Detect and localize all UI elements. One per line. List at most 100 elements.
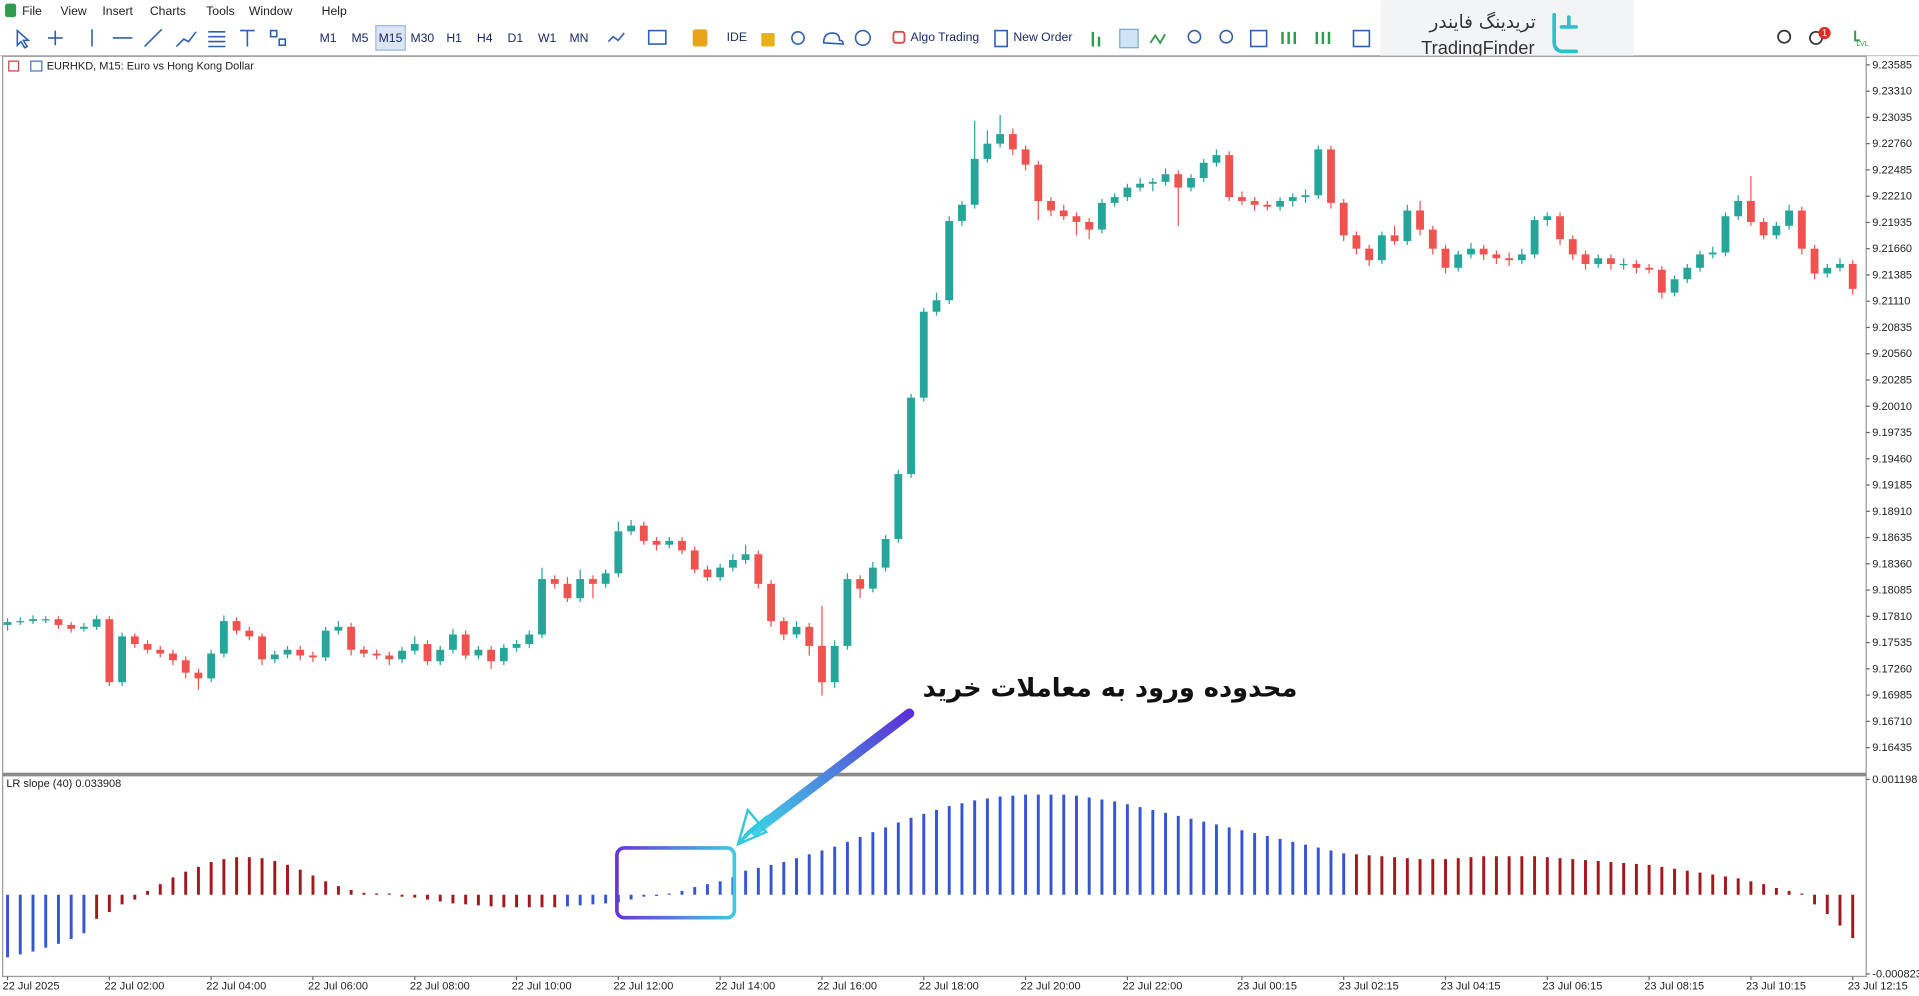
cursor-tool[interactable] (16, 28, 31, 49)
annotation-arrowhead (736, 807, 769, 847)
toolbar: 1 LVL IDE Algo Trading New Order M1 M5 M15… (16, 25, 1869, 51)
timeframe-button[interactable]: M1 (320, 31, 337, 45)
candle-body (1632, 263, 1641, 268)
candle-body (1072, 216, 1081, 222)
menu-item[interactable]: Insert (102, 4, 133, 18)
new-order-icon[interactable] (994, 29, 1009, 48)
candle-body (1747, 200, 1755, 222)
candle-body (678, 540, 686, 551)
candle-body (436, 649, 445, 662)
candle-body (767, 583, 775, 622)
channel-tool[interactable] (175, 31, 197, 48)
y-tick-label: 9.17260 (1872, 663, 1912, 675)
candle-body (983, 143, 992, 159)
algo-icon[interactable] (892, 30, 906, 44)
timeframe-button[interactable]: MN (569, 31, 588, 45)
indicator-title: LR slope (40) 0.033908 (6, 778, 121, 790)
menu-item[interactable]: Tools (206, 4, 235, 18)
vps-icon[interactable] (854, 29, 871, 47)
candle-body (1810, 248, 1819, 274)
candles-icon[interactable] (1119, 28, 1139, 49)
x-tick-label: 22 Jul 2025 (3, 981, 60, 993)
candle-body (894, 474, 903, 539)
fibo-tool[interactable] (208, 31, 226, 48)
y-tick-label: 9.21660 (1872, 243, 1912, 255)
candle-body (716, 567, 725, 578)
candle-body (1212, 155, 1221, 163)
candle-body (588, 579, 597, 584)
shapes-tool[interactable] (269, 29, 278, 38)
zoom-in[interactable] (1187, 29, 1202, 44)
timeframe-button[interactable]: W1 (538, 31, 557, 45)
candle-body (1390, 235, 1399, 242)
candle-body (741, 554, 750, 560)
level-icon (1854, 30, 1861, 42)
candle-body (245, 630, 254, 637)
candle-body (1136, 183, 1145, 188)
timeframe-button[interactable]: M30 (410, 31, 434, 45)
candle-body (1365, 248, 1374, 261)
timeframe-button[interactable]: H1 (446, 31, 462, 45)
candle-body (118, 636, 126, 683)
ide-button[interactable]: IDE (727, 30, 747, 44)
chart-frame (2, 55, 1867, 978)
candle-body (1683, 267, 1692, 280)
logo-en: TradingFinder (1421, 37, 1535, 58)
algo-trading-button[interactable]: Algo Trading (911, 30, 980, 44)
candle-body (1098, 202, 1106, 230)
timeframe-button[interactable]: M5 (351, 31, 368, 45)
line-icon[interactable] (1149, 33, 1166, 45)
candle-body (1505, 258, 1514, 261)
candle-body (665, 540, 674, 545)
candle-body (728, 559, 737, 568)
crosshair-tool[interactable] (47, 30, 63, 46)
annotation-arrow (750, 708, 915, 836)
candle-body (1454, 254, 1463, 268)
candle-body (194, 672, 203, 679)
candle-body (105, 619, 114, 683)
autoscroll[interactable] (1281, 31, 1296, 45)
x-tick-label: 22 Jul 06:00 (308, 981, 368, 993)
menu-item[interactable]: Help (322, 4, 347, 18)
candle-body (601, 573, 610, 584)
candle-body (958, 204, 966, 222)
zoom-out[interactable] (1219, 29, 1234, 44)
candle-body (1467, 248, 1475, 255)
screenshot[interactable] (1352, 29, 1371, 48)
y-tick-label: 9.19735 (1872, 427, 1912, 439)
menu-item[interactable]: Charts (150, 4, 186, 18)
candle-body (41, 619, 50, 621)
candle-body (219, 621, 228, 654)
depth-icon[interactable] (1091, 31, 1101, 47)
timeframe-button[interactable]: D1 (508, 31, 524, 45)
radio-icon[interactable] (791, 31, 805, 45)
menu-item[interactable]: Window (249, 4, 293, 18)
shapes-tool-2 (278, 38, 287, 47)
candle-body (359, 649, 368, 654)
tile-windows[interactable] (1249, 29, 1268, 48)
menu-item[interactable]: View (60, 4, 86, 18)
candle-body (1848, 263, 1857, 289)
trendline-tool[interactable] (144, 28, 163, 48)
candle-body (932, 300, 941, 312)
notification-badge (1818, 26, 1831, 40)
chart-shift[interactable] (1315, 31, 1331, 45)
candle-body (461, 634, 470, 656)
text-tool[interactable] (240, 29, 255, 47)
indicators[interactable] (647, 29, 667, 45)
cloud-icon[interactable] (822, 32, 845, 45)
timeframe-button[interactable]: H4 (477, 31, 493, 45)
y-tick-label: 9.23035 (1872, 112, 1912, 124)
search-icon[interactable] (1777, 29, 1792, 44)
signals[interactable] (692, 29, 708, 47)
candle-body (1543, 216, 1552, 221)
new-order-button[interactable]: New Order (1013, 30, 1072, 44)
candle-body (156, 649, 165, 654)
candle-body (1288, 197, 1297, 201)
lock-icon[interactable] (761, 33, 775, 47)
candle-body (385, 655, 394, 660)
x-tick-label: 23 Jul 00:15 (1237, 981, 1297, 993)
timeframe-button[interactable]: M15 (379, 31, 403, 45)
chart-type[interactable] (607, 32, 625, 43)
menu-item[interactable]: File (22, 4, 42, 18)
